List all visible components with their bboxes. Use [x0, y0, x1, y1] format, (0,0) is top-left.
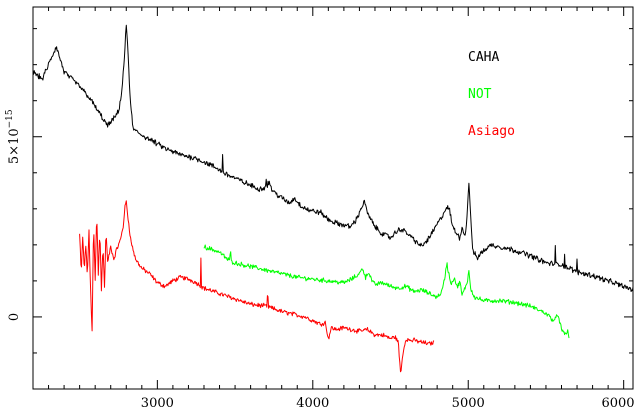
x-tick-label-4000: 4000 [296, 396, 329, 411]
series-line-caha [32, 24, 634, 292]
legend-asiago: Asiago [468, 124, 515, 139]
series-line-asiago [79, 200, 435, 373]
legend-caha: CAHA [468, 50, 499, 65]
plot-frame [32, 6, 634, 390]
legend-not: NOT [468, 87, 492, 102]
y-tick-label-exponent: −15 [5, 109, 15, 128]
y-tick-label-0: 0 [7, 313, 22, 321]
x-tick-label-5000: 5000 [452, 396, 485, 411]
y-tick-label-5e-15: 5×10−15 [5, 109, 22, 164]
series-layer [32, 24, 634, 373]
x-tick-label-6000: 6000 [601, 396, 634, 411]
series-line-not [203, 244, 570, 339]
y-tick-label-base: 5×10 [7, 128, 22, 164]
x-tick-label-3000: 3000 [141, 396, 174, 411]
ticks-layer [33, 7, 633, 389]
